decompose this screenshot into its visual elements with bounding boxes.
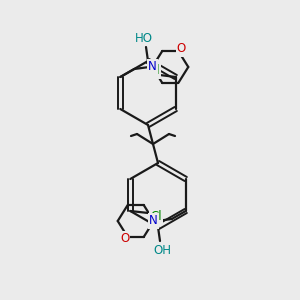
Text: Cl: Cl	[148, 64, 160, 77]
Text: HO: HO	[135, 32, 153, 44]
Text: O: O	[120, 232, 129, 245]
Text: N: N	[149, 214, 158, 227]
Text: Cl: Cl	[151, 211, 162, 224]
Text: O: O	[177, 43, 186, 56]
Text: N: N	[148, 61, 157, 74]
Text: OH: OH	[153, 244, 171, 257]
